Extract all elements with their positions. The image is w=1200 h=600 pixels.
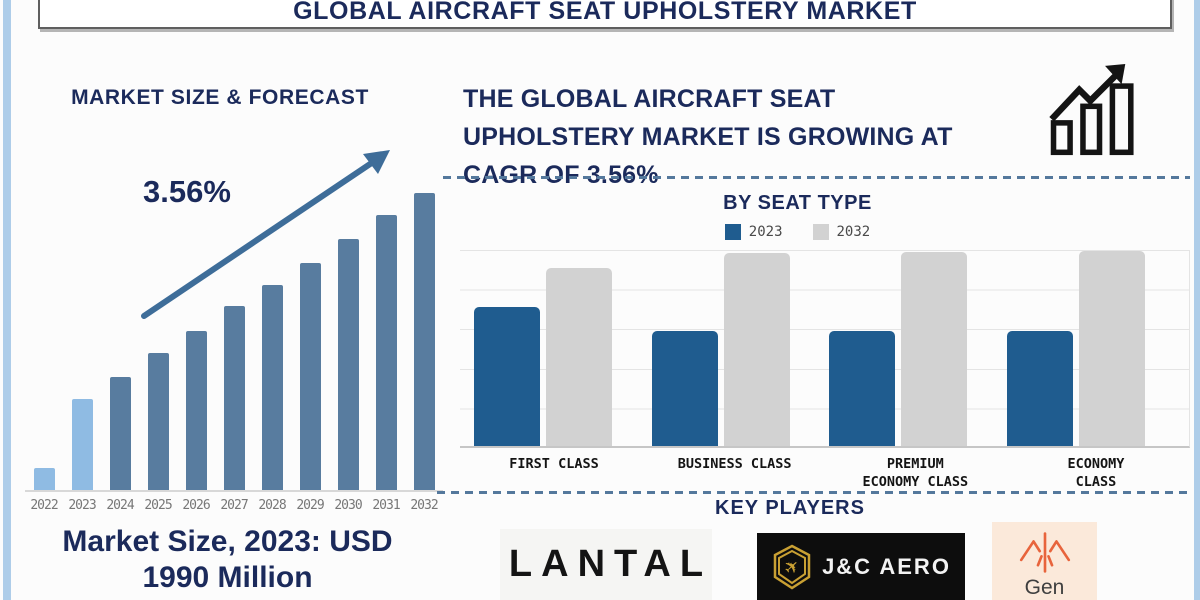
category-label: PREMIUM ECONOMY CLASS: [862, 456, 969, 490]
left-border-stripe: [3, 0, 11, 600]
year-label: 2028: [258, 498, 286, 513]
category-label: FIRST CLASS: [509, 456, 599, 472]
jc-aero-wordmark: J&C AERO: [822, 553, 951, 579]
forecast-bar-2032: [413, 193, 435, 490]
year-label: 2031: [372, 498, 400, 513]
seat-bar-2032: [723, 253, 790, 446]
logo-jc-aero: ✈ J&C AERO: [757, 533, 965, 600]
seat-bar-2023: [829, 331, 896, 446]
forecast-bar-2024: [109, 377, 131, 490]
title-banner: GLOBAL AIRCRAFT SEAT UPHOLSTERY MARKET: [38, 0, 1172, 29]
seat-type-legend: 2023 2032: [425, 224, 1170, 240]
year-label: 2024: [106, 498, 134, 513]
legend-swatch: [724, 224, 741, 240]
seat-bar-group: [1006, 251, 1145, 446]
category-label: BUSINESS CLASS: [677, 456, 792, 472]
year-label: 2029: [296, 498, 324, 513]
forecast-chart-title: MARKET SIZE & FORECAST: [71, 86, 369, 109]
year-label: 2025: [144, 498, 172, 513]
seat-bar-2023: [474, 307, 540, 446]
seat-bar-group: [829, 252, 968, 446]
forecast-bar-2023: [71, 399, 93, 490]
seat-bar-2032: [901, 252, 968, 446]
seat-bar-2023: [1006, 331, 1073, 446]
forecast-bar-2030: [337, 239, 359, 490]
year-label: 2032: [410, 498, 438, 513]
forecast-bar-2027: [223, 306, 245, 490]
legend-item-2032: 2032: [812, 224, 871, 240]
forecast-bar-2026: [185, 331, 207, 490]
year-label: 2023: [68, 498, 96, 513]
legend-label: 2032: [836, 224, 871, 240]
growth-chart-icon: [1049, 64, 1134, 156]
gen-wings-icon: [1019, 532, 1070, 573]
seat-bar-group: [474, 268, 612, 446]
seat-type-chart-title: BY SEAT TYPE: [723, 192, 872, 214]
cagr-annotation: 3.56%: [143, 174, 231, 209]
jc-aero-badge-icon: ✈: [773, 544, 811, 589]
seat-bar-2023: [651, 331, 718, 446]
market-size-caption: Market Size, 2023: USD 1990 Million: [62, 525, 393, 594]
legend-label: 2023: [748, 224, 783, 240]
forecast-bar-2022: [33, 468, 55, 490]
market-size-bars: [25, 190, 443, 492]
legend-swatch: [812, 224, 829, 240]
seat-type-category-labels: FIRST CLASS BUSINESS CLASS PREMIUM ECONOMY…: [460, 456, 1190, 491]
logo-gen: Gen: [992, 522, 1097, 600]
forecast-bar-2025: [147, 353, 169, 490]
lantal-wordmark: LANTAL: [508, 543, 713, 585]
market-size-year-labels: 2022 2023 2024 2025 2026 2027 2028 2029 2030 2031…: [25, 498, 443, 513]
forecast-bar-2029: [299, 263, 321, 490]
trend-arrow-icon: [141, 150, 390, 319]
seat-bar-group: [651, 253, 790, 446]
year-label: 2030: [334, 498, 362, 513]
dashed-divider-top: [443, 176, 1190, 179]
key-players-title: KEY PLAYERS: [715, 497, 865, 519]
forecast-bar-2031: [375, 215, 397, 490]
page-title: GLOBAL AIRCRAFT SEAT UPHOLSTERY MARKET: [293, 0, 917, 25]
forecast-bar-2028: [261, 285, 283, 490]
category-label: ECONOMY CLASS: [1067, 456, 1125, 490]
seat-type-bars: [460, 250, 1190, 448]
seat-bar-2032: [546, 268, 612, 446]
right-border-stripe: [1194, 0, 1200, 600]
year-label: 2027: [220, 498, 248, 513]
seat-bar-2032: [1078, 251, 1145, 446]
logo-lantal: LANTAL: [500, 529, 712, 600]
cagr-headline: THE GLOBAL AIRCRAFT SEAT UPHOLSTERY MARK…: [463, 85, 953, 189]
year-label: 2022: [30, 498, 58, 513]
legend-item-2023: 2023: [724, 224, 783, 240]
dashed-divider-bottom: [437, 491, 1190, 494]
year-label: 2026: [182, 498, 210, 513]
gen-wordmark: Gen: [1024, 576, 1065, 599]
svg-text:✈: ✈: [780, 554, 805, 579]
